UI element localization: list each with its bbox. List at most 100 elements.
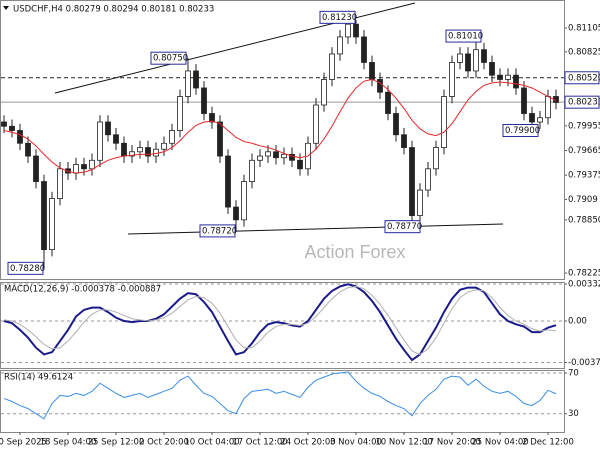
- y-tick-label: 0.79955: [568, 121, 600, 131]
- candle-body: [369, 62, 375, 80]
- candle-body: [57, 168, 63, 199]
- level-box: [564, 71, 600, 85]
- annotation-label: 0.78720: [202, 226, 237, 236]
- candle-body: [41, 181, 47, 251]
- annotation-label: 0.78770: [387, 222, 422, 232]
- candle-body: [1, 121, 7, 127]
- candle-body: [345, 23, 351, 38]
- y-tick-label: 0.7909: [568, 195, 598, 205]
- annotation-box: [150, 51, 187, 65]
- menu-arrow: [3, 6, 9, 10]
- candle-body: [401, 134, 407, 148]
- candle-body: [121, 142, 127, 157]
- annotation-box: [7, 261, 44, 275]
- candle-body: [545, 96, 551, 119]
- candle-body: [33, 155, 39, 182]
- y-tick-label: 0.81105: [568, 23, 600, 33]
- candle-body: [393, 113, 399, 136]
- y-tick-label: 0.78850: [568, 215, 600, 225]
- rsi-title: RSI(14) 49.6124: [4, 373, 73, 383]
- candle-body: [137, 147, 143, 153]
- candle-body: [353, 23, 359, 38]
- candle-body: [225, 155, 231, 208]
- candle-body: [321, 79, 327, 106]
- y-tick-label: 0.79665: [568, 146, 600, 156]
- x-tick-label: 25 Nov 04:00: [471, 438, 528, 448]
- candle-body: [505, 74, 511, 80]
- series-line: [3, 371, 557, 420]
- x-tick-label: 17 Oct 12:00: [232, 438, 287, 448]
- candle-body: [337, 36, 343, 55]
- candle-body: [521, 87, 527, 114]
- candle-body: [185, 70, 191, 97]
- candle-body: [377, 79, 383, 93]
- y-tick-label: 0.80825: [568, 47, 600, 57]
- level-label: 0.80520: [568, 73, 600, 83]
- candle-body: [465, 53, 471, 72]
- x-tick-label: 18 Sep 04:00: [40, 438, 97, 448]
- level-box: [564, 95, 600, 109]
- y-tick-label: 0.003321: [568, 279, 600, 289]
- series-line: [3, 283, 557, 362]
- x-tick-label: 10 Sep 2025: [0, 438, 47, 448]
- candle-body: [273, 151, 279, 159]
- candle-body: [441, 96, 447, 148]
- x-tick-label: 10 Nov 12:00: [375, 438, 432, 448]
- candle-body: [209, 113, 215, 123]
- candle-body: [513, 74, 519, 89]
- candle-body: [145, 147, 151, 157]
- x-tick-label: 17 Nov 20:00: [423, 438, 480, 448]
- annotation-box: [199, 224, 236, 238]
- x-tick-label: 24 Oct 20:00: [280, 438, 335, 448]
- candle-body: [385, 91, 391, 114]
- annotation-label: 0.78280: [10, 264, 45, 274]
- candle-body: [329, 53, 335, 80]
- candle-body: [105, 121, 111, 136]
- candle-body: [281, 153, 287, 159]
- x-tick-label: 10 Oct 04:00: [184, 438, 239, 448]
- candle-body: [313, 104, 319, 144]
- trend-line: [127, 223, 504, 235]
- candle-body: [409, 147, 415, 216]
- x-tick-label: 25 Sep 12:00: [88, 438, 145, 448]
- candle-body: [265, 151, 271, 157]
- candle-body: [161, 142, 167, 150]
- candle-body: [97, 121, 103, 161]
- annotation-box: [502, 124, 539, 138]
- candle-body: [417, 189, 423, 216]
- annotation-label: 0.81010: [448, 32, 483, 42]
- price-panel: [0, 0, 565, 280]
- candle-body: [489, 62, 495, 76]
- candle-body: [177, 96, 183, 131]
- trend-line: [54, 2, 416, 94]
- candle-body: [297, 159, 303, 170]
- rsi-panel: [0, 370, 565, 433]
- annotation-label: 0.80750: [153, 54, 188, 64]
- candle-body: [361, 36, 367, 63]
- y-tick-label: 0.78225: [568, 269, 600, 279]
- candle-body: [249, 159, 255, 182]
- x-tick-label: 2 Oct 20:00: [139, 438, 189, 448]
- candle-body: [17, 130, 23, 144]
- candle-body: [529, 113, 535, 123]
- candle-body: [537, 117, 543, 123]
- candle-body: [473, 49, 479, 72]
- series-line: [3, 78, 557, 174]
- chart-title: USDCHF,H4 0.80279 0.80294 0.80181 0.8023…: [13, 5, 214, 15]
- candle-body: [113, 134, 119, 144]
- candle-body: [89, 159, 95, 170]
- candle-body: [433, 147, 439, 170]
- candle-body: [481, 49, 487, 63]
- macd-panel: [0, 282, 565, 369]
- candle-body: [81, 164, 87, 170]
- candle-body: [49, 198, 55, 251]
- candle-body: [129, 151, 135, 157]
- macd-title: MACD(12,26,9) -0.000378 -0.000887: [4, 285, 161, 295]
- y-tick-label: -0.003723: [568, 358, 600, 368]
- candle-body: [449, 62, 455, 97]
- candle-body: [425, 168, 431, 191]
- y-tick-label: 0.79375: [568, 171, 600, 181]
- watermark: Action Forex: [304, 242, 405, 262]
